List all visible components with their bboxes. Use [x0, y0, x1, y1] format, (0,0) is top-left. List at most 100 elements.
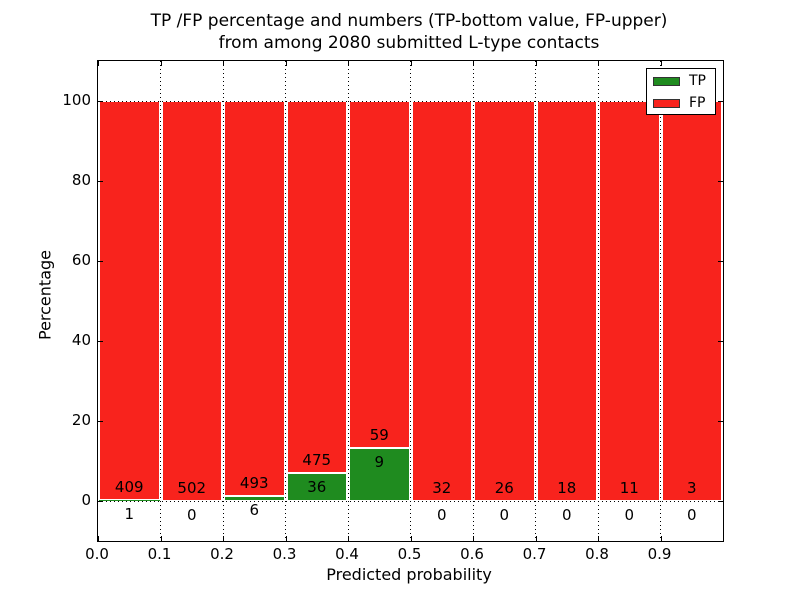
bar-tp-segment [224, 496, 285, 501]
x-tick-label: 0.9 [647, 545, 672, 563]
bar-fp-segment [411, 101, 472, 501]
legend-entry-fp: FP [653, 93, 715, 113]
fp-color-swatch [653, 98, 680, 108]
bar-fp-segment [161, 101, 222, 501]
x-tick-mark [223, 61, 224, 66]
x-tick-mark [223, 536, 224, 541]
fp-count-label: 18 [557, 479, 577, 497]
tp-count-label: 0 [686, 506, 697, 524]
vertical-gridline [285, 61, 286, 541]
x-tick-mark [598, 536, 599, 541]
vertical-gridline [222, 61, 224, 541]
x-tick-mark [348, 536, 349, 541]
legend-label-fp: FP [689, 95, 706, 111]
tp-color-swatch [653, 76, 680, 86]
vertical-gridline [410, 61, 411, 541]
x-tick-label: 0.2 [210, 545, 234, 563]
x-tick-mark [660, 536, 662, 541]
legend-label-tp: TP [689, 73, 706, 89]
x-tick-mark [660, 61, 662, 66]
x-tick-label: 0.3 [272, 545, 297, 563]
y-tick-label: 40 [71, 331, 91, 349]
y-tick-mark [718, 261, 723, 262]
fp-count-label: 59 [369, 426, 389, 445]
x-tick-mark [98, 61, 99, 66]
bar-tp-segment [99, 500, 160, 501]
chart-title: TP /FP percentage and numbers (TP-bottom… [9, 10, 800, 54]
bar-fp-segment [349, 101, 410, 449]
tp-count-label: 0 [499, 506, 510, 524]
y-tick-mark [718, 421, 723, 422]
y-tick-label: 100 [62, 91, 91, 109]
y-tick-mark [98, 181, 103, 182]
tp-count-label: 9 [374, 453, 385, 472]
vertical-gridline [597, 61, 599, 541]
y-tick-mark [98, 101, 103, 102]
bar-fp-segment [474, 101, 535, 501]
fp-count-label: 26 [494, 479, 514, 497]
fp-count-label: 502 [177, 479, 207, 497]
tp-count-label: 36 [307, 477, 327, 496]
y-tick-label: 80 [71, 171, 91, 189]
vertical-gridline [535, 61, 536, 541]
vertical-gridline [347, 61, 349, 541]
bar-fp-segment [99, 101, 160, 501]
x-tick-mark [285, 536, 287, 541]
y-tick-mark [718, 101, 723, 102]
fp-count-label: 32 [432, 479, 452, 497]
x-tick-label: 0.0 [85, 545, 109, 563]
x-axis-label: Predicted probability [326, 565, 492, 584]
tp-count-label: 1 [124, 505, 135, 524]
x-tick-label: 0.1 [147, 545, 172, 563]
bar-tp-segment [349, 448, 410, 501]
y-tick-mark [98, 501, 103, 502]
x-tick-mark [348, 61, 349, 66]
x-tick-mark [410, 536, 412, 541]
tp-count-label: 0 [561, 506, 572, 524]
x-tick-label: 0.8 [585, 545, 609, 563]
horizontal-gridline-100 [98, 101, 723, 102]
tp-count-label: 0 [624, 506, 635, 524]
legend: TP FP [646, 68, 716, 115]
y-tick-mark [98, 421, 103, 422]
y-tick-mark [98, 341, 103, 342]
tp-count-label: 6 [249, 501, 260, 520]
chart-title-line1: TP /FP percentage and numbers (TP-bottom… [150, 11, 668, 31]
x-tick-label: 0.4 [335, 545, 359, 563]
fp-count-label: 493 [239, 474, 269, 493]
x-tick-mark [473, 536, 474, 541]
x-tick-mark [160, 61, 162, 66]
vertical-gridline [160, 61, 161, 541]
bar-fp-segment [536, 101, 597, 501]
bar-tp-segment [286, 472, 347, 501]
fp-count-label: 3 [686, 479, 697, 497]
tp-count-label: 0 [436, 506, 447, 524]
x-tick-label: 0.5 [397, 545, 422, 563]
x-tick-label: 0.7 [522, 545, 547, 563]
y-tick-label: 20 [71, 411, 91, 429]
x-tick-mark [285, 61, 287, 66]
vertical-gridline [660, 61, 661, 541]
chart-title-line2: from among 2080 submitted L-type contact… [218, 33, 600, 53]
x-tick-mark [473, 61, 474, 66]
vertical-gridline [472, 61, 474, 541]
bar-fp-segment [599, 101, 660, 501]
bar-fp-segment [286, 101, 347, 473]
bar-fp-segment [661, 101, 722, 501]
fp-count-label: 409 [114, 478, 144, 497]
x-tick-mark [98, 536, 99, 541]
legend-entry-tp: TP [653, 71, 715, 91]
y-tick-mark [718, 341, 723, 342]
fp-count-label: 475 [302, 450, 332, 469]
bar-fp-segment [224, 101, 285, 497]
plot-area: 409 1 502 0 493 6 475 36 59 9 32 0 26 0 18 0 11 0 3 0 [97, 60, 724, 542]
x-tick-mark [410, 61, 412, 66]
x-tick-mark [535, 61, 537, 66]
x-tick-mark [160, 536, 162, 541]
y-tick-label: 0 [81, 491, 91, 509]
y-tick-label: 60 [71, 251, 91, 269]
tp-count-label: 0 [186, 506, 197, 524]
horizontal-gridline-0 [98, 501, 723, 502]
x-tick-mark [535, 536, 537, 541]
